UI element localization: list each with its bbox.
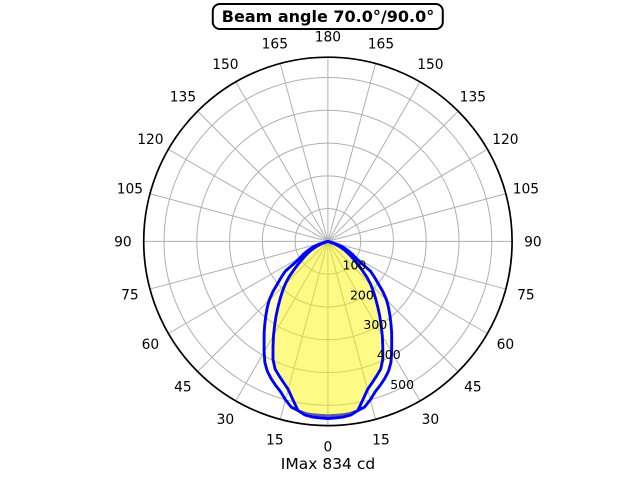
- angle-tick-label: 90: [114, 234, 132, 250]
- polar-grid-spoke: [168, 148, 329, 242]
- polar-grid-spoke: [327, 241, 421, 402]
- angle-tick-label: 15: [372, 432, 390, 448]
- radial-tick-label: 400: [377, 347, 401, 362]
- angle-tick-label: 30: [422, 412, 440, 428]
- radial-tick-label: 100: [343, 257, 367, 272]
- angle-tick-label: 15: [266, 432, 284, 448]
- angle-tick-label: 165: [262, 36, 288, 52]
- polar-grid-spoke: [327, 63, 377, 242]
- angle-tick-label: 165: [368, 36, 394, 52]
- angle-tick-label: 45: [464, 379, 482, 395]
- radial-tick-label: 300: [363, 317, 387, 332]
- angle-tick-label: 180: [315, 29, 341, 45]
- angle-tick-label: 120: [492, 132, 518, 148]
- radial-tick-label: 500: [390, 377, 414, 392]
- angle-tick-label: 135: [170, 89, 196, 105]
- angle-tick-label: 135: [460, 89, 486, 105]
- polar-grid-spoke: [327, 148, 488, 242]
- polar-outer-circle: [142, 56, 513, 427]
- radial-tick-label: 200: [350, 287, 374, 302]
- polar-grid-spoke: [149, 240, 329, 290]
- polar-grid-spoke: [197, 241, 329, 373]
- polar-grid-ring: [294, 208, 362, 275]
- polar-grid-spoke: [149, 193, 329, 242]
- polar-grid-ring: [196, 109, 460, 374]
- angle-tick-label: 105: [513, 181, 539, 197]
- polar-grid-spoke: [327, 110, 459, 242]
- chart-title: Beam angle 70.0°/90.0°: [211, 3, 445, 30]
- polar-grid-spoke: [279, 63, 329, 242]
- angle-tick-label: 150: [417, 57, 443, 73]
- polar-grid-spoke: [327, 81, 421, 242]
- polar-grid-spoke: [197, 110, 329, 242]
- angle-tick-label: 60: [142, 337, 160, 353]
- angle-tick-label: 120: [137, 132, 163, 148]
- angle-tick-label: 45: [174, 379, 192, 395]
- polar-grid-spoke: [235, 241, 329, 402]
- beam-curve-beam-90deg: [262, 239, 394, 418]
- angle-tick-label: 0: [324, 439, 333, 455]
- polar-grid-ring: [229, 142, 427, 341]
- angle-tick-label: 75: [517, 287, 535, 303]
- angle-tick-label: 60: [497, 337, 515, 353]
- imax-label: IMax 834 cd: [280, 455, 376, 473]
- polar-grid-spoke: [327, 193, 506, 242]
- angle-tick-label: 30: [217, 412, 235, 428]
- polar-grid-spoke: [327, 241, 459, 373]
- polar-grid-spoke: [235, 81, 329, 242]
- angle-tick-label: 90: [524, 234, 542, 250]
- angle-tick-label: 150: [212, 57, 238, 73]
- polar-grid-spoke: [327, 240, 506, 290]
- polar-grid-ring: [163, 77, 493, 406]
- beam-curve-beam-70deg: [271, 239, 385, 421]
- angle-tick-label: 105: [117, 181, 143, 197]
- angle-tick-label: 75: [121, 287, 139, 303]
- polar-grid-ring: [261, 175, 394, 308]
